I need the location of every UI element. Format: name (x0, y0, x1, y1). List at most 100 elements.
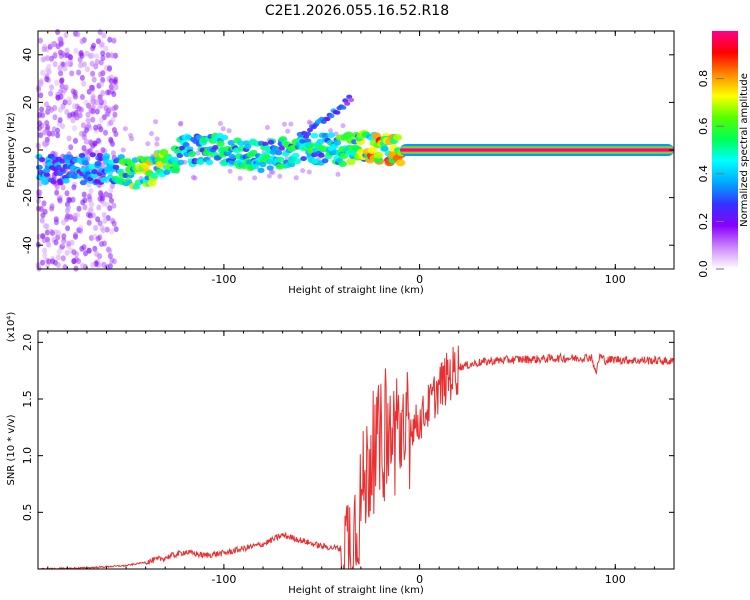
spectrogram-trace-point (43, 172, 50, 177)
spectrogram-noise-point (237, 175, 243, 181)
spectrogram-noise-point (40, 259, 45, 266)
spectrogram-trace-point (318, 152, 325, 158)
spectrogram-noise-point (44, 101, 49, 108)
spectrogram-noise-point (264, 125, 270, 130)
spectrogram-trace-point (310, 132, 319, 139)
spectrogram-noise-point (69, 239, 75, 246)
spectrogram-trace-point (97, 156, 104, 162)
spectrogram-noise-point (38, 92, 44, 99)
spectrogram-noise-point (44, 67, 50, 74)
spectrogram-noise-point (85, 117, 91, 124)
spectrogram-noise-point (109, 228, 115, 235)
snr-xtick-label: 0 (416, 573, 423, 586)
spectrogram-noise-point (109, 257, 115, 264)
spectrogram-trace-point (344, 131, 354, 138)
spectrogram-trace-point (259, 161, 267, 168)
spectrogram-noise-point (93, 225, 99, 231)
spectrogram-noise-point (65, 225, 71, 232)
spectrogram-noise-point (108, 78, 114, 84)
spectrogram-noise-point (112, 111, 118, 118)
colorbar-tick-label: 0.0 (697, 260, 710, 278)
spectrogram-noise-point (41, 140, 47, 147)
spectrogram-noise-point (95, 235, 101, 242)
spectrogram-noise-point (79, 74, 85, 81)
spectrogram-trace-point (35, 164, 43, 171)
spectrogram-noise-point (86, 247, 92, 254)
spectrogram-ytick-label: -20 (21, 189, 34, 207)
spectrogram-noise-point (107, 64, 112, 71)
spectrogram-noise-point (55, 254, 61, 261)
snr-yscale-label: (x10⁴) (6, 312, 17, 343)
spectrogram-branch-point (334, 110, 341, 115)
spectrogram-trace-point (171, 166, 180, 173)
spectrogram-noise-point (40, 69, 46, 76)
spectrogram-noise-point (64, 52, 70, 59)
spectrogram-branch-point (348, 97, 355, 103)
spectrogram-trace-point (395, 159, 406, 167)
spectrogram-noise-point (59, 78, 64, 85)
spectrogram-noise-point (56, 229, 62, 236)
spectrogram-trace-point (41, 179, 49, 186)
spectrogram-noise-point (90, 84, 96, 91)
spectrogram-trace-point (272, 145, 280, 152)
spectrogram-noise-point (85, 66, 90, 73)
spectrogram-noise-point (68, 144, 74, 151)
spectrogram-noise-point (41, 46, 47, 53)
spectrogram-noise-point (96, 38, 101, 45)
spectrogram-noise-point (39, 106, 45, 113)
spectrogram-noise-point (55, 29, 61, 35)
spectrogram-panel: -100 0 100 -40 -20 0 20 40 Height of straight l… (6, 29, 675, 296)
spectrogram-branch-point (340, 105, 347, 110)
spectrogram-noise-point (90, 261, 96, 268)
spectrogram-noise-point (103, 129, 108, 136)
colorbar-tick-label: 0.4 (697, 165, 710, 183)
spectrogram-noise-point (94, 53, 100, 60)
spectrogram-noise-point (177, 121, 183, 127)
spectrogram-noise-point (111, 220, 117, 227)
spectrogram-noise-point (252, 175, 258, 181)
spectrogram-noise-point (96, 204, 102, 211)
spectrogram-noise-point (79, 130, 84, 137)
spectrogram-noise-point (38, 78, 44, 85)
spectrogram-noise-point (66, 96, 72, 103)
spectrogram-trace-point (205, 159, 214, 166)
spectrogram-noise-point (80, 122, 86, 129)
spectrogram-noise-point (98, 190, 104, 197)
snr-xlabel: Height of straight line (km) (288, 585, 424, 596)
spectrogram-noise-point (81, 80, 87, 87)
spectrogram-trace-point (291, 152, 300, 159)
spectrogram-trace-point (251, 163, 260, 170)
spectrogram-noise-point (62, 65, 68, 72)
spectrogram-noise-point (51, 126, 57, 133)
spectrogram-trace-point (147, 179, 157, 187)
spectrogram-noise-point (72, 125, 78, 132)
spectrogram-noise-point (38, 37, 43, 44)
spectrogram-ytick-label: 40 (21, 48, 34, 62)
spectrogram-noise-point (113, 131, 119, 137)
spectrogram-noise-point (44, 76, 50, 83)
spectrogram-trace-point (96, 152, 103, 158)
spectrogram-trace-point (57, 180, 64, 186)
spectrogram-noise-point (78, 227, 83, 234)
spectrogram-noise-point (59, 83, 65, 90)
spectrogram-trace-point (220, 134, 229, 141)
spectrogram-noise-point (154, 141, 160, 147)
spectrogram-noise-point (44, 223, 50, 230)
spectrogram-trace-point (244, 143, 252, 150)
spectrogram-noise-point (42, 252, 48, 259)
spectrogram-noise-point (61, 219, 67, 226)
spectrogram-noise-point (111, 202, 117, 209)
spectrogram-noise-point (46, 241, 52, 248)
spectrogram-noise-point (149, 131, 154, 137)
spectrogram-trace-point (50, 179, 57, 185)
spectrogram-noise-point (70, 111, 76, 118)
spectrogram-noise-point (38, 206, 44, 212)
spectrogram-noise-point (71, 249, 77, 256)
spectrogram-noise-point (49, 55, 54, 62)
spectrogram-noise-point (103, 191, 109, 198)
spectrogram-noise-point (109, 52, 115, 59)
spectrogram-noise-point (84, 50, 90, 57)
spectrogram-branch-point (324, 116, 331, 122)
spectrogram-noise-point (97, 253, 103, 260)
spectrogram-noise-point (58, 88, 64, 95)
